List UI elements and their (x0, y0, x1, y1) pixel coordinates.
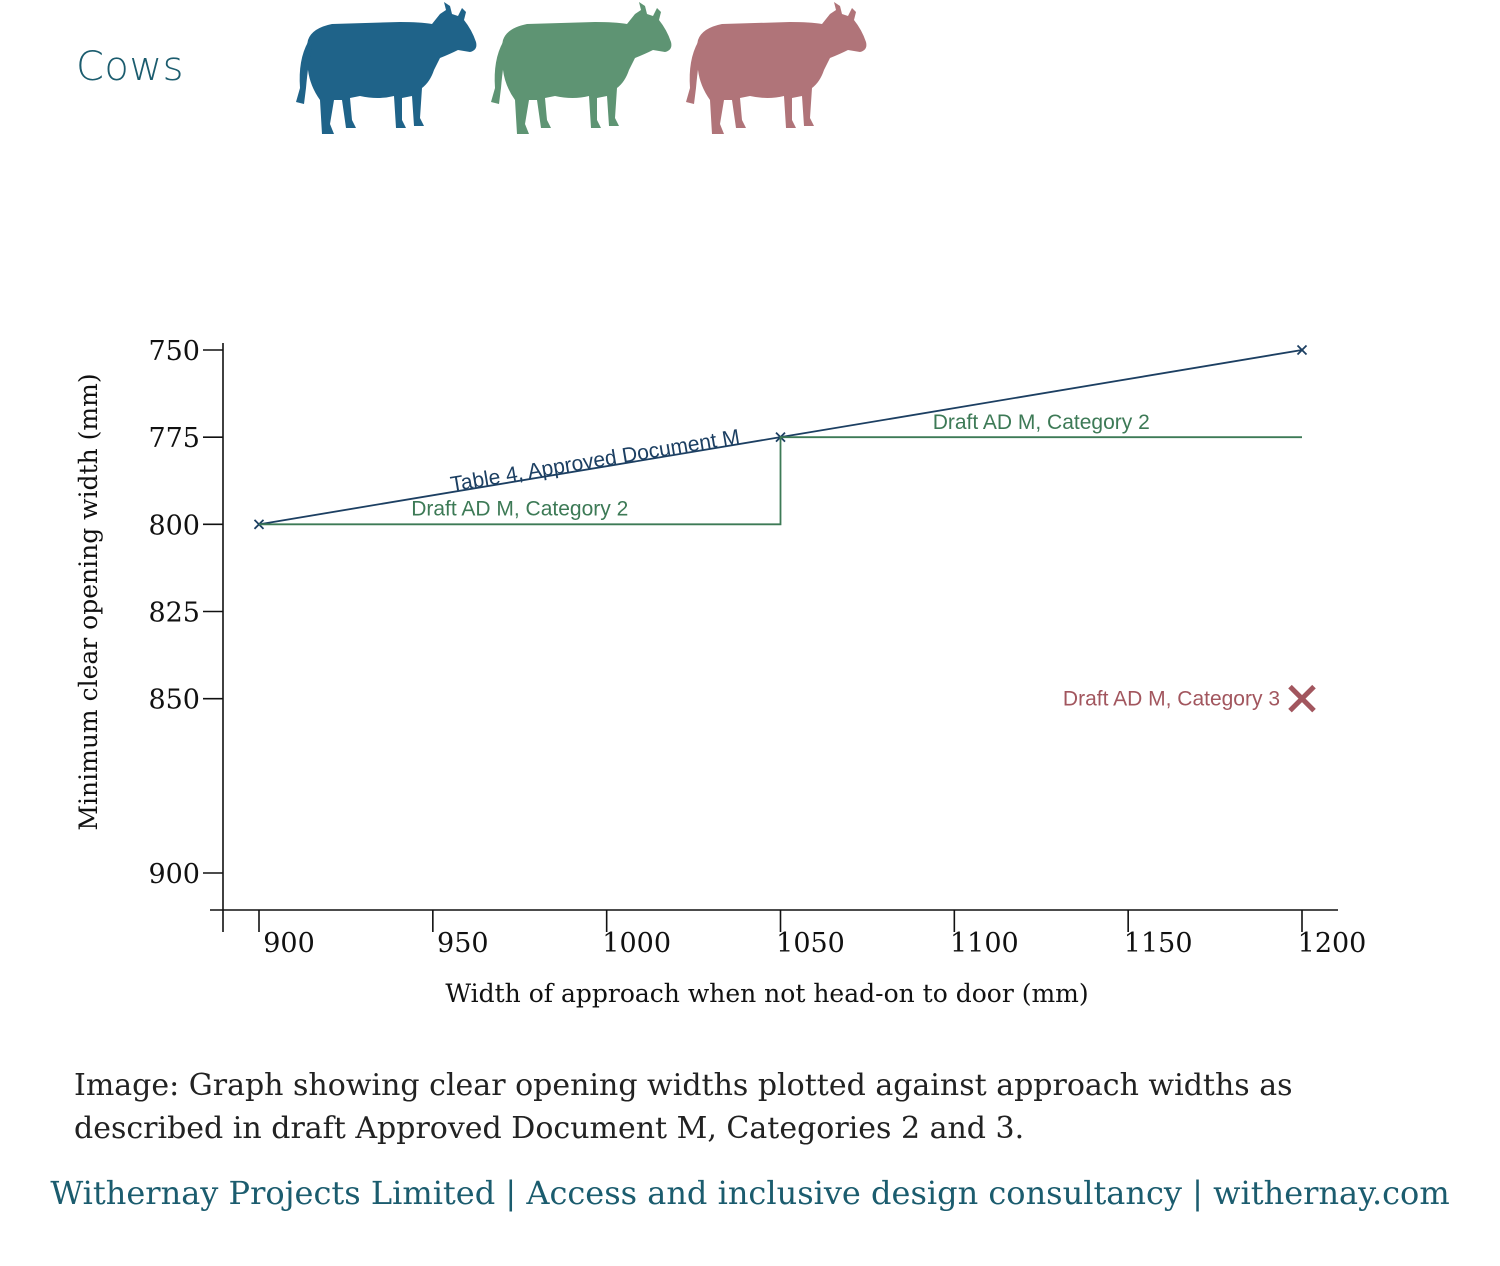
x-axis-ticks: 900 950 1000 1050 1100 1150 1200 (258, 910, 1367, 959)
data-point-marker (1296, 344, 1308, 356)
y-axis-ticks: 750 775 800 825 850 900 (148, 336, 223, 890)
footer-credit: Withernay Projects Limited | Access and … (50, 1174, 1450, 1212)
series-annotation-label: Draft AD M, Category 3 (1063, 688, 1280, 711)
x-tick-label: 1200 (1298, 928, 1367, 959)
x-tick-label: 1050 (776, 928, 845, 959)
cow-shape (296, 2, 477, 134)
series-3 (1288, 684, 1316, 713)
y-tick-label: 900 (148, 859, 200, 890)
y-tick-label: 825 (148, 598, 200, 629)
cow-shape (686, 2, 867, 134)
y-tick-label: 850 (148, 685, 200, 716)
y-axis-label: Minimum clear opening width (mm) (74, 373, 103, 830)
x-tick-label: 1000 (602, 928, 671, 959)
cow-tail (491, 42, 507, 104)
y-tick-label: 800 (148, 510, 200, 541)
page-heading: Cows (76, 44, 184, 90)
y-tick-label: 775 (148, 423, 200, 454)
series-annotation-label: Draft AD M, Category 2 (411, 497, 628, 520)
cow-shape (491, 2, 672, 134)
x-axis-label: Width of approach when not head-on to do… (445, 979, 1088, 1008)
chart: 750 775 800 825 850 900 900 950 1000 1050 1100 115… (74, 336, 1367, 1008)
y-tick-label: 750 (148, 336, 200, 367)
cow-body (305, 2, 477, 134)
chart-axes (210, 343, 1338, 932)
series-annotation-label: Table 4, Approved Document M (449, 425, 742, 496)
x-tick-label: 950 (437, 928, 489, 959)
series-2 (259, 436, 1302, 526)
x-tick-label: 1150 (1124, 928, 1193, 959)
cow-silhouette-teal-icon (296, 2, 477, 134)
series-line (259, 436, 1302, 526)
series-layer (253, 344, 1316, 713)
cow-body (500, 2, 672, 134)
x-tick-label: 1100 (950, 928, 1019, 959)
data-point-marker (1288, 684, 1316, 713)
x-tick-label: 900 (263, 928, 315, 959)
cow-tail (296, 42, 312, 104)
figure-caption: Image: Graph showing clear opening width… (74, 1068, 1293, 1146)
cow-silhouette-green-icon (491, 2, 672, 134)
cow-body (695, 2, 867, 134)
series-annotation-label: Draft AD M, Category 2 (933, 411, 1150, 434)
cow-silhouette-pink-icon (686, 2, 867, 134)
cow-tail (686, 42, 702, 104)
